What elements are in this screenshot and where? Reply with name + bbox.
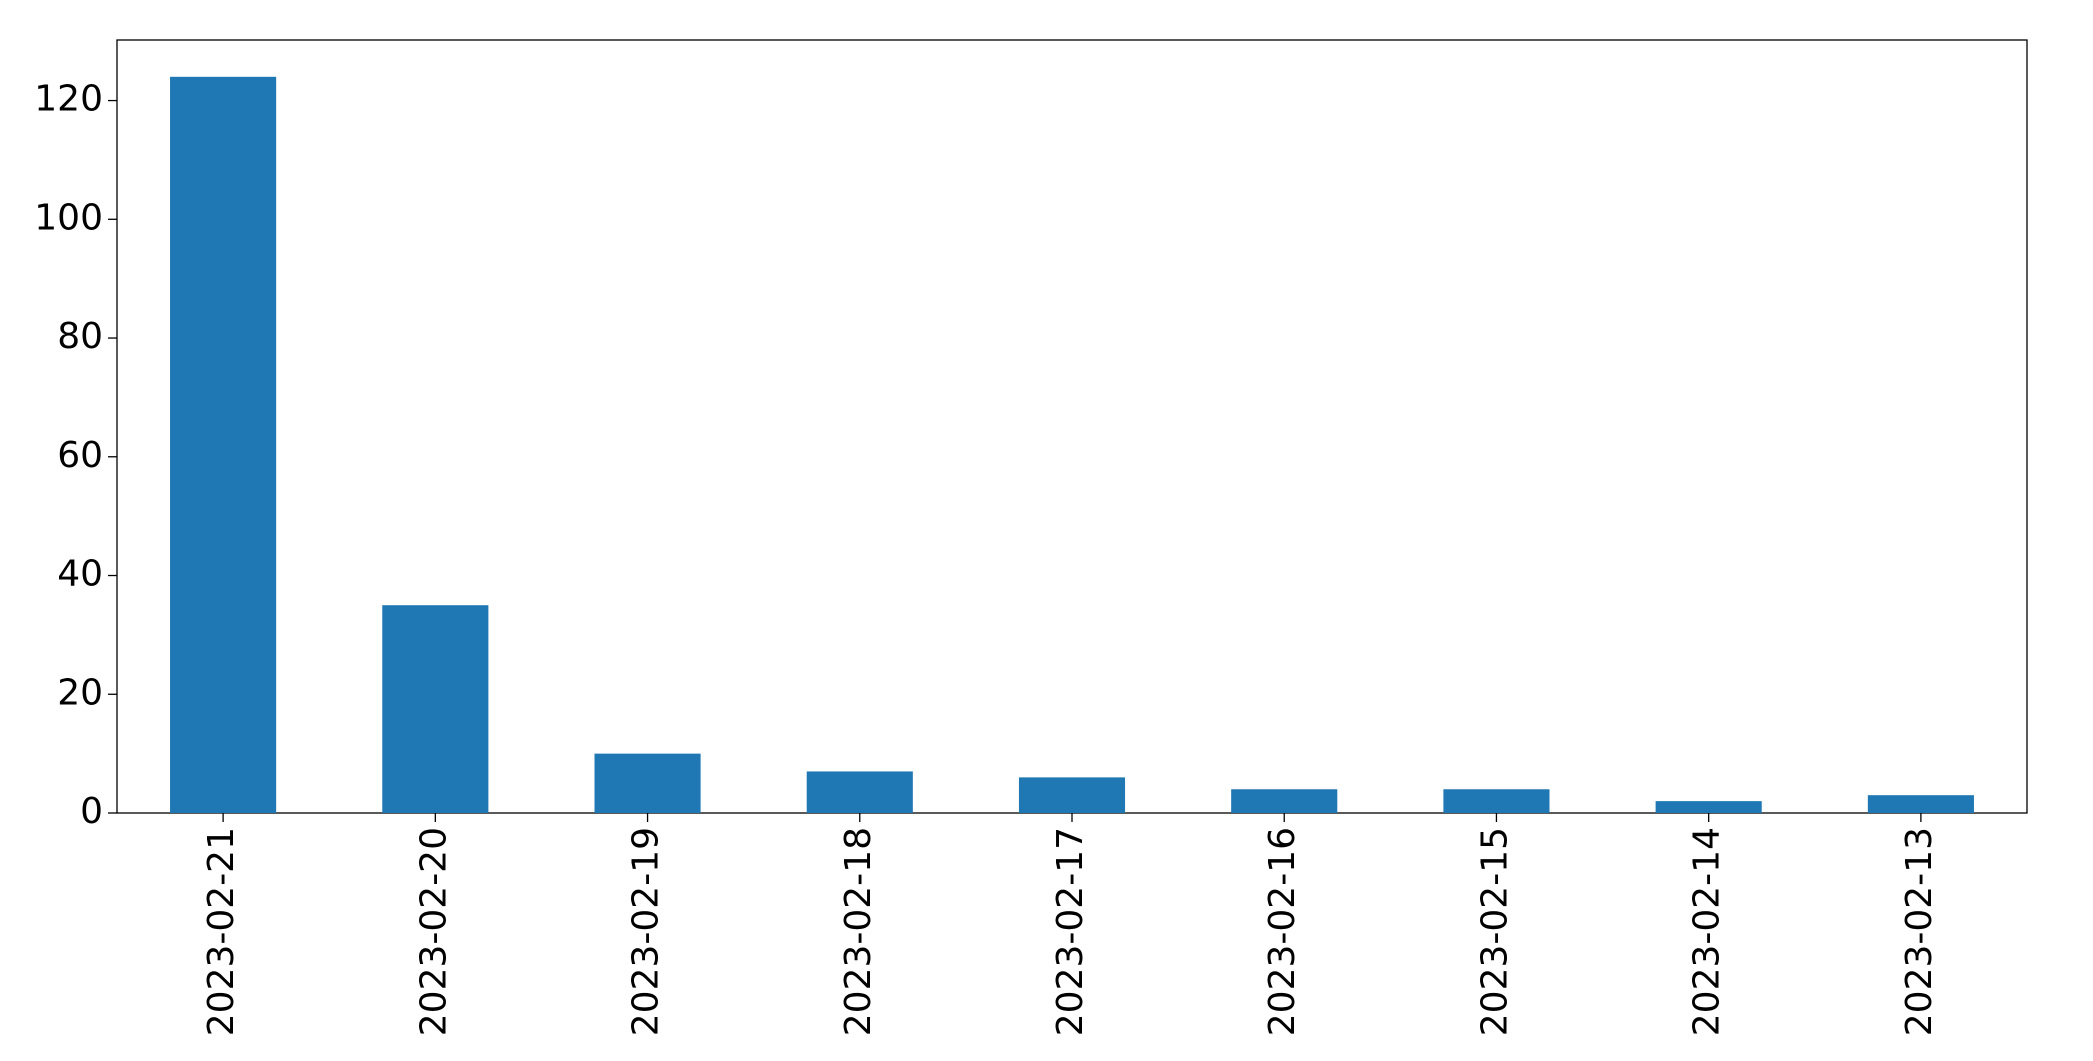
- y-tick-label: 60: [57, 435, 103, 476]
- x-tick-label: 2023-02-14: [1687, 827, 1728, 1036]
- x-tick-label: 2023-02-19: [626, 827, 667, 1036]
- bar: [170, 76, 277, 814]
- bar: [1655, 801, 1762, 813]
- x-tick-label: 2023-02-17: [1050, 827, 1091, 1036]
- x-tick-label: 2023-02-13: [1899, 827, 1940, 1036]
- bar: [594, 753, 701, 813]
- x-tick-label: 2023-02-21: [201, 827, 242, 1036]
- y-tick-label: 80: [57, 316, 103, 357]
- y-tick-label: 100: [34, 197, 103, 238]
- y-tick-label: 40: [57, 554, 103, 595]
- bar: [1867, 795, 1974, 813]
- bar: [1018, 777, 1126, 813]
- bar: [806, 771, 913, 813]
- y-tick-label: 20: [57, 672, 103, 713]
- x-tick-label: 2023-02-15: [1474, 827, 1515, 1036]
- x-tick-label: 2023-02-18: [838, 827, 879, 1036]
- bar: [1231, 789, 1338, 813]
- x-tick-label: 2023-02-16: [1262, 827, 1303, 1036]
- y-tick-label: 120: [34, 79, 103, 120]
- bar: [1443, 789, 1550, 813]
- y-tick-label: 0: [80, 791, 103, 832]
- x-tick-label: 2023-02-20: [413, 827, 454, 1036]
- bar: [382, 605, 489, 813]
